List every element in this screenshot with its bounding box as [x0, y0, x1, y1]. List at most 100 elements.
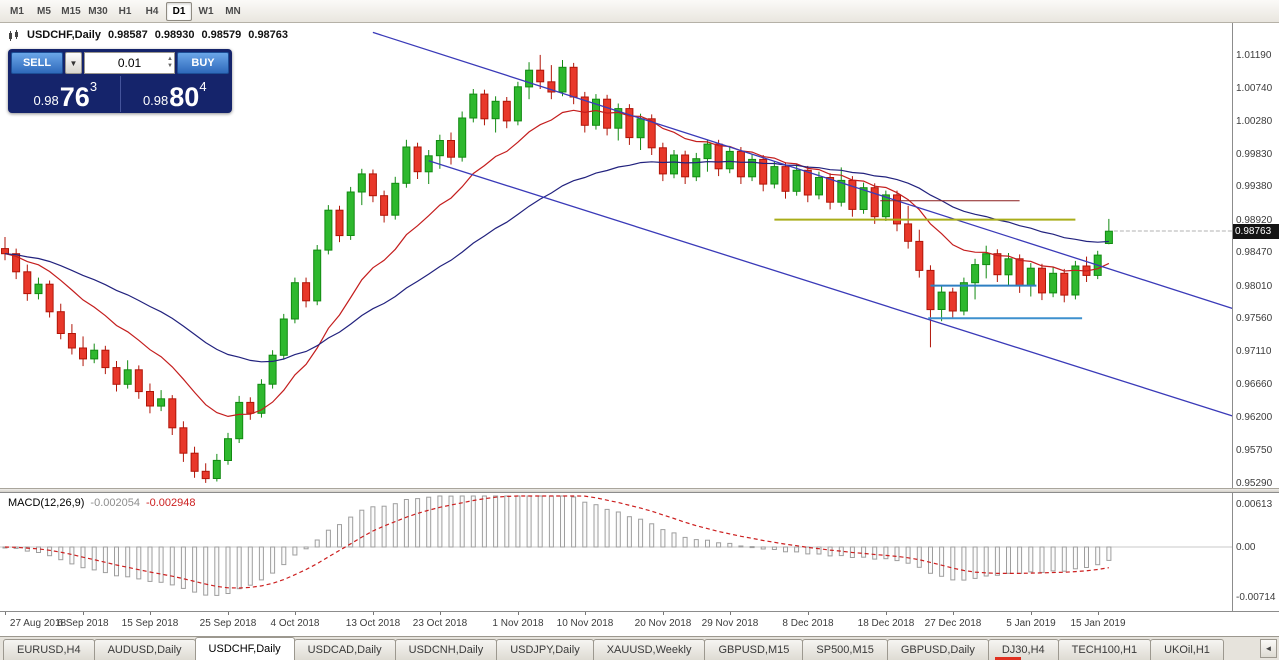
- one-click-trading-panel: SELL ▼ 0.01 ▲ ▼ BUY 0.98 76 3 0.98 80 4: [8, 49, 232, 113]
- chart-window: USDCHF,Daily 0.98587 0.98930 0.98579 0.9…: [0, 23, 1279, 636]
- date-label: 18 Dec 2018: [857, 618, 915, 629]
- price-axis-label: 1.01190: [1236, 49, 1272, 61]
- ohlc-low: 0.98579: [201, 29, 242, 41]
- date-label: 13 Oct 2018: [345, 618, 401, 629]
- price-chart[interactable]: [0, 23, 1232, 488]
- sell-price-display[interactable]: 0.98 76 3: [11, 76, 120, 112]
- sell-price-pipette: 3: [89, 79, 98, 94]
- trade-options-dropdown[interactable]: ▼: [65, 52, 82, 74]
- macd-axis-label: 0.00613: [1236, 499, 1273, 511]
- chart-tab-xauusd-weekly[interactable]: XAUUSD,Weekly: [592, 639, 706, 660]
- date-label: 6 Sep 2018: [57, 618, 109, 629]
- spinner-down-icon[interactable]: ▼: [167, 63, 173, 69]
- price-axis-label: 0.95750: [1236, 444, 1273, 456]
- chart-tab-usdcad-daily[interactable]: USDCAD,Daily: [293, 639, 396, 660]
- sell-price-big: 76: [59, 82, 90, 113]
- chart-tab-ukoil-h1[interactable]: UKOil,H1: [1150, 639, 1224, 660]
- candlesticks: [1, 54, 1113, 483]
- volume-input[interactable]: 0.01 ▲ ▼: [84, 52, 175, 74]
- chart-tab-tech100-h1[interactable]: TECH100,H1: [1057, 639, 1152, 660]
- volume-spinner[interactable]: ▲ ▼: [167, 53, 173, 73]
- chart-tab-gbpusd-daily[interactable]: GBPUSD,Daily: [886, 639, 989, 660]
- sell-price-prefix: 0.98: [33, 93, 59, 108]
- trendline-1[interactable]: [372, 31, 1232, 315]
- price-axis-label: 1.00740: [1236, 82, 1273, 94]
- chart-tab-sp500-m15[interactable]: SP500,M15: [802, 639, 888, 660]
- date-label: 25 Sep 2018: [199, 618, 257, 629]
- macd-signal-line: [4, 495, 1109, 589]
- chart-tab-eurusd-h4[interactable]: EURUSD,H4: [3, 639, 95, 660]
- date-label: 8 Dec 2018: [782, 618, 834, 629]
- panel-splitter[interactable]: [0, 488, 1279, 493]
- timeframe-button-w1[interactable]: W1: [198, 5, 214, 17]
- date-tick: [295, 612, 296, 615]
- chart-header: USDCHF,Daily 0.98587 0.98930 0.98579 0.9…: [8, 29, 288, 41]
- date-label: 27 Dec 2018: [924, 618, 982, 629]
- macd-histogram: [2, 495, 1112, 596]
- date-label: 15 Jan 2019: [1070, 618, 1126, 629]
- chart-tab-usdjpy-daily[interactable]: USDJPY,Daily: [496, 639, 594, 660]
- price-axis-label: 0.95290: [1236, 477, 1273, 489]
- timeframe-button-m5[interactable]: M5: [37, 5, 51, 17]
- date-tick: [150, 612, 151, 615]
- date-tick: [886, 612, 887, 615]
- buy-button[interactable]: BUY: [177, 52, 229, 74]
- macd-value: -0.002054: [90, 497, 140, 509]
- price-axis-label: 0.96660: [1236, 378, 1273, 390]
- macd-indicator-panel[interactable]: [0, 493, 1232, 611]
- price-axis-label: 0.98920: [1236, 214, 1273, 226]
- timeframe-button-mn[interactable]: MN: [225, 5, 241, 17]
- price-axis-label: 0.97110: [1236, 345, 1272, 357]
- macd-indicator-label: MACD(12,26,9) -0.002054 -0.002948: [8, 497, 196, 509]
- date-label: 23 Oct 2018: [412, 618, 468, 629]
- ohlc-close: 0.98763: [248, 29, 289, 41]
- sell-button[interactable]: SELL: [11, 52, 63, 74]
- macd-name: MACD(12,26,9): [8, 497, 85, 509]
- date-tick: [228, 612, 229, 615]
- price-axis-label: 0.99380: [1236, 181, 1273, 193]
- timeframe-toolbar: M1 M5 M15 M30 H1 H4 D1 W1 MN: [0, 0, 1279, 23]
- date-label: 20 Nov 2018: [634, 618, 692, 629]
- macd-axis: 0.00613 0.00 -0.00714: [1232, 493, 1279, 611]
- price-axis-label: 0.99830: [1236, 148, 1273, 160]
- timeframe-button-h1[interactable]: H1: [118, 5, 132, 17]
- buy-price-display[interactable]: 0.98 80 4: [119, 76, 230, 113]
- date-tick: [373, 612, 374, 615]
- date-tick: [730, 612, 731, 615]
- volume-value: 0.01: [117, 56, 142, 70]
- date-tick: [585, 612, 586, 615]
- tab-scroll-left-button[interactable]: ◄: [1260, 639, 1277, 658]
- buy-price-big: 80: [169, 82, 200, 113]
- date-tick: [953, 612, 954, 615]
- timeframe-button-h4[interactable]: H4: [145, 5, 159, 17]
- date-tick: [83, 612, 84, 615]
- price-axis: 0.98763 1.01190 1.00740 1.00280 0.99830 0.99…: [1232, 23, 1279, 489]
- chart-tab-dj30-h4[interactable]: DJ30,H4: [987, 639, 1059, 660]
- timeframe-button-m30[interactable]: M30: [88, 5, 108, 17]
- spinner-up-icon[interactable]: ▲: [167, 55, 173, 62]
- chart-tab-gbpusd-m15[interactable]: GBPUSD,M15: [704, 639, 804, 660]
- price-axis-label: 1.00280: [1236, 115, 1273, 127]
- moving-average-13: [4, 109, 1110, 418]
- date-label: 1 Nov 2018: [492, 618, 544, 629]
- chart-tab-usdchf-daily[interactable]: USDCHF,Daily: [194, 637, 295, 660]
- date-tick: [663, 612, 664, 615]
- chart-symbol-label: USDCHF,Daily: [27, 29, 101, 41]
- date-tick: [1098, 612, 1099, 615]
- candlestick-chart-icon: [8, 29, 20, 41]
- timeframe-button-m1[interactable]: M1: [10, 5, 24, 17]
- current-price-badge: 0.98763: [1233, 224, 1279, 239]
- price-axis-label: 0.98470: [1236, 247, 1273, 259]
- moving-average-34: [4, 160, 1109, 363]
- chart-tab-audusd-daily[interactable]: AUDUSD,Daily: [93, 639, 196, 660]
- chart-tab-usdcnh-daily[interactable]: USDCNH,Daily: [394, 639, 498, 660]
- macd-axis-label: -0.00714: [1236, 591, 1276, 603]
- date-axis: 27 Aug 2018 6 Sep 2018 15 Sep 2018 25 Sep 2…: [0, 611, 1279, 636]
- buy-price-prefix: 0.98: [142, 93, 169, 108]
- date-label: 4 Oct 2018: [270, 618, 320, 629]
- trendline-2[interactable]: [428, 160, 1232, 423]
- macd-axis-label: 0.00: [1236, 542, 1256, 553]
- timeframe-button-d1[interactable]: D1: [166, 1, 192, 21]
- chart-tab-bar: EURUSD,H4 AUDUSD,Daily USDCHF,Daily USDCAD,…: [0, 636, 1279, 660]
- timeframe-button-m15[interactable]: M15: [61, 5, 81, 17]
